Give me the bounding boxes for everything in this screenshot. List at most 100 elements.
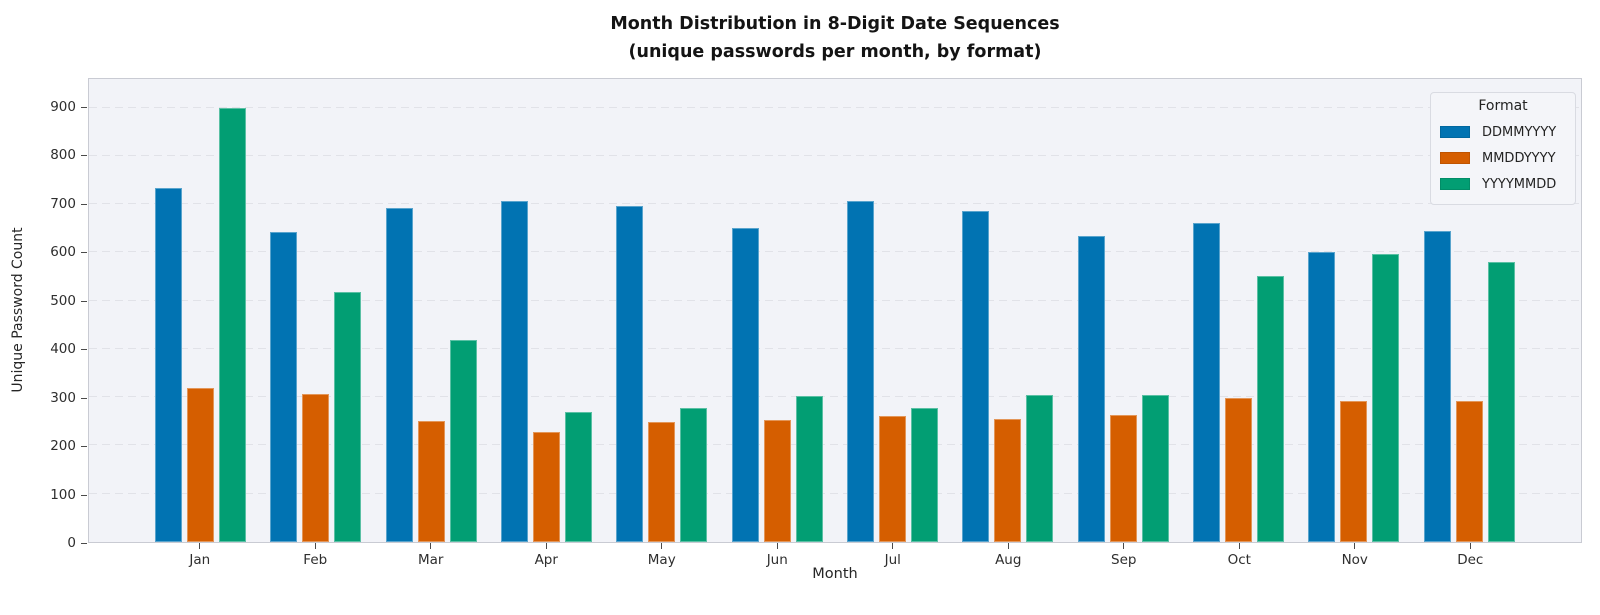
y-tick-mark-300 (81, 397, 87, 399)
bar-group-jul (835, 79, 950, 542)
gridline-100 (89, 492, 1581, 494)
bar-yyyymmdd-oct (1257, 275, 1285, 542)
bar-mmddyyyy-jun (763, 419, 791, 542)
bar-group-dec (1412, 79, 1527, 542)
x-tick-mark-aug (1007, 543, 1009, 549)
x-tick-mark-dec (1469, 543, 1471, 549)
y-tick-label-400: 400 (50, 341, 76, 358)
plot-area: Format DDMMYYYY MMDDYYYY YYYYMMDD (88, 78, 1582, 543)
y-tick-label-0: 0 (67, 535, 76, 551)
x-tick-label-dec: Dec (1457, 552, 1484, 568)
legend-entries: DDMMYYYY MMDDYYYY YYYYMMDD (1431, 119, 1575, 197)
x-tick-label-aug: Aug (995, 552, 1022, 568)
bar-yyyymmdd-may (680, 408, 708, 542)
bar-ddmmyyyy-aug (962, 210, 990, 542)
y-tick-label-200: 200 (50, 438, 76, 455)
x-tick-label-jun: Jun (766, 552, 788, 568)
bar-group-nov (1296, 79, 1411, 542)
bar-group-feb (258, 79, 373, 542)
gridline-700 (89, 203, 1581, 205)
bar-yyyymmdd-jul (911, 408, 939, 542)
bar-group-aug (950, 79, 1065, 542)
gridline-600 (89, 251, 1581, 253)
x-tick-label-mar: Mar (418, 552, 444, 568)
gridline-500 (89, 299, 1581, 301)
x-tick-label-jan: Jan (189, 552, 211, 568)
bars-layer (89, 79, 1581, 542)
bar-ddmmyyyy-feb (270, 231, 298, 542)
bar-ddmmyyyy-oct (1193, 223, 1221, 542)
legend-swatch-yyyymmdd (1440, 178, 1470, 190)
x-cell-aug: Aug (951, 543, 1067, 568)
gridline-300 (89, 396, 1581, 398)
bar-yyyymmdd-apr (565, 411, 593, 542)
bar-mmddyyyy-feb (302, 393, 330, 542)
x-tick-mark-mar (430, 543, 432, 549)
bar-yyyymmdd-feb (334, 291, 362, 542)
x-tick-mark-jun (776, 543, 778, 549)
bar-group-jan (143, 79, 258, 542)
bar-mmddyyyy-oct (1225, 398, 1253, 542)
y-tick-mark-400 (81, 349, 87, 351)
y-tick-mark-800 (81, 155, 87, 157)
x-tick-label-apr: Apr (534, 552, 558, 568)
chart-title-block: Month Distribution in 8-Digit Date Seque… (88, 10, 1582, 66)
legend-entry-yyyymmdd: YYYYMMDD (1431, 171, 1575, 197)
bar-ddmmyyyy-sep (1077, 235, 1105, 542)
x-axis-tick-row: Jan Feb Mar Apr May Jun Jul Aug Sep Oct Nov Dec (88, 543, 1582, 568)
x-cell-sep: Sep (1066, 543, 1182, 568)
gridline-200 (89, 444, 1581, 446)
bar-yyyymmdd-jun (795, 395, 823, 542)
bar-ddmmyyyy-jan (155, 187, 183, 542)
legend-title: Format (1478, 98, 1528, 114)
x-cell-may: May (604, 543, 720, 568)
y-tick-label-700: 700 (50, 195, 76, 212)
y-tick-mark-0 (81, 543, 87, 544)
gridline-400 (89, 347, 1581, 349)
x-cell-jun: Jun (720, 543, 836, 568)
bar-group-sep (1066, 79, 1181, 542)
bar-mmddyyyy-aug (994, 418, 1022, 542)
bar-mmddyyyy-apr (533, 431, 561, 542)
legend-swatch-mmddyyyy (1440, 152, 1470, 164)
x-tick-mark-jan (199, 543, 201, 549)
x-tick-mark-may (661, 543, 663, 549)
x-tick-mark-sep (1123, 543, 1125, 549)
legend-swatch-ddmmyyyy (1440, 126, 1470, 138)
gridline-800 (89, 154, 1581, 156)
x-cell-mar: Mar (373, 543, 489, 568)
bar-ddmmyyyy-mar (385, 208, 413, 542)
legend: Format DDMMYYYY MMDDYYYY YYYYMMDD (1430, 92, 1576, 205)
x-tick-label-nov: Nov (1341, 552, 1368, 568)
y-tick-mark-100 (81, 494, 87, 496)
y-tick-mark-500 (81, 300, 87, 302)
legend-label-ddmmyyyy: DDMMYYYY (1482, 124, 1557, 140)
gridline-900 (89, 106, 1581, 108)
x-tick-label-may: May (647, 552, 676, 568)
x-cell-jul: Jul (835, 543, 951, 568)
bar-ddmmyyyy-jul (847, 200, 875, 542)
bar-yyyymmdd-dec (1487, 261, 1515, 542)
y-axis-tick-labels: 0 100 200 300 400 500 600 700 800 900 (0, 78, 76, 551)
legend-entry-mmddyyyy: MMDDYYYY (1431, 145, 1575, 171)
y-tick-label-900: 900 (50, 98, 76, 115)
x-tick-mark-nov (1354, 543, 1356, 549)
y-tick-mark-900 (81, 106, 87, 108)
bar-yyyymmdd-sep (1141, 395, 1169, 542)
x-cell-nov: Nov (1297, 543, 1413, 568)
bar-mmddyyyy-nov (1340, 400, 1368, 542)
bar-group-mar (374, 79, 489, 542)
x-tick-mark-oct (1238, 543, 1240, 549)
y-tick-mark-700 (81, 203, 87, 205)
y-tick-label-300: 300 (50, 389, 76, 406)
y-tick-mark-200 (81, 446, 87, 448)
bar-mmddyyyy-may (648, 421, 676, 542)
x-tick-label-sep: Sep (1111, 552, 1137, 568)
bar-ddmmyyyy-may (616, 205, 644, 542)
x-tick-mark-apr (545, 543, 547, 549)
legend-entry-ddmmyyyy: DDMMYYYY (1431, 119, 1575, 145)
bar-group-oct (1181, 79, 1296, 542)
x-axis: Jan Feb Mar Apr May Jun Jul Aug Sep Oct Nov Dec (88, 543, 1582, 568)
bar-yyyymmdd-aug (1026, 395, 1054, 542)
